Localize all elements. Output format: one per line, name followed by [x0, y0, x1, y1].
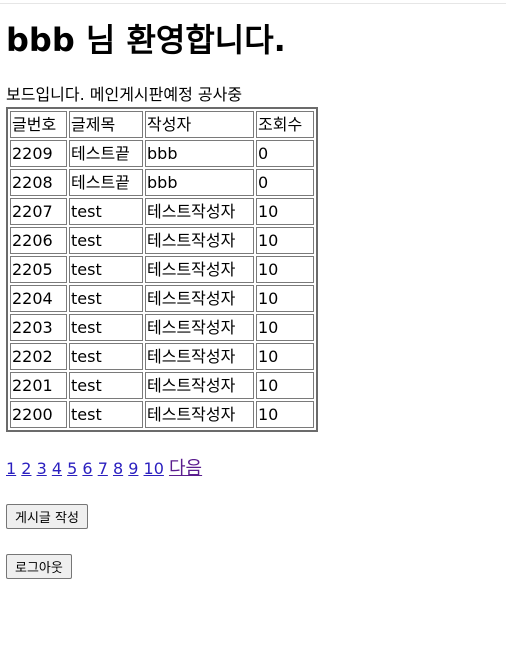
- page-link[interactable]: 10: [143, 459, 164, 478]
- cell-views: 10: [256, 372, 314, 399]
- cell-author: 테스트작성자: [145, 314, 254, 341]
- page-link[interactable]: 3: [36, 459, 47, 478]
- cell-views: 10: [256, 285, 314, 312]
- page-link[interactable]: 1: [6, 459, 17, 478]
- cell-author: 테스트작성자: [145, 256, 254, 283]
- table-row: 2203 test 테스트작성자 10: [10, 314, 314, 341]
- cell-views: 10: [256, 343, 314, 370]
- cell-author: 테스트작성자: [145, 343, 254, 370]
- pagination: 1 2 3 4 5 6 7 8 9 10 다음: [6, 458, 202, 480]
- cell-number: 2200: [10, 401, 67, 428]
- cell-views: 0: [256, 140, 314, 167]
- table-row: 2208 테스트끝 bbb 0: [10, 169, 314, 196]
- cell-author: bbb: [145, 140, 254, 167]
- column-header-number: 글번호: [10, 111, 67, 138]
- cell-title: test: [69, 343, 143, 370]
- logout-button[interactable]: 로그아웃: [6, 554, 72, 579]
- table-row: 2206 test 테스트작성자 10: [10, 227, 314, 254]
- cell-author: 테스트작성자: [145, 372, 254, 399]
- page-link[interactable]: 7: [97, 459, 108, 478]
- cell-views: 10: [256, 256, 314, 283]
- cell-title: test: [69, 256, 143, 283]
- cell-number: 2209: [10, 140, 67, 167]
- cell-author: 테스트작성자: [145, 227, 254, 254]
- table-row: 2201 test 테스트작성자 10: [10, 372, 314, 399]
- table-row: 2209 테스트끝 bbb 0: [10, 140, 314, 167]
- cell-title: test: [69, 314, 143, 341]
- cell-author: 테스트작성자: [145, 401, 254, 428]
- cell-number: 2207: [10, 198, 67, 225]
- cell-title: 테스트끝: [69, 140, 143, 167]
- cell-views: 10: [256, 227, 314, 254]
- top-divider: [0, 3, 506, 4]
- welcome-heading: bbb 님 환영합니다.: [6, 21, 286, 59]
- table-row: 2204 test 테스트작성자 10: [10, 285, 314, 312]
- post-table: 글번호 글제목 작성자 조회수 2209 테스트끝 bbb 0 2208 테스트끝 bbb 0…: [6, 107, 318, 432]
- cell-number: 2201: [10, 372, 67, 399]
- cell-number: 2204: [10, 285, 67, 312]
- next-page-link[interactable]: 다음: [168, 458, 203, 479]
- cell-number: 2203: [10, 314, 67, 341]
- table-row: 2200 test 테스트작성자 10: [10, 401, 314, 428]
- page-link[interactable]: 6: [82, 459, 93, 478]
- table-row: 2207 test 테스트작성자 10: [10, 198, 314, 225]
- cell-title: test: [69, 372, 143, 399]
- page-link[interactable]: 5: [67, 459, 78, 478]
- page-link[interactable]: 4: [51, 459, 63, 478]
- page-link[interactable]: 9: [128, 459, 139, 478]
- cell-number: 2208: [10, 169, 67, 196]
- intro-text: 보드입니다. 메인게시판예정 공사중: [6, 85, 243, 104]
- table-row: 2202 test 테스트작성자 10: [10, 343, 314, 370]
- cell-number: 2205: [10, 256, 67, 283]
- cell-author: 테스트작성자: [145, 285, 254, 312]
- cell-title: 테스트끝: [69, 169, 143, 196]
- cell-views: 10: [256, 401, 314, 428]
- cell-title: test: [69, 198, 143, 225]
- table-row: 2205 test 테스트작성자 10: [10, 256, 314, 283]
- cell-author: 테스트작성자: [145, 198, 254, 225]
- cell-number: 2202: [10, 343, 67, 370]
- column-header-author: 작성자: [145, 111, 254, 138]
- column-header-title: 글제목: [69, 111, 143, 138]
- column-header-views: 조회수: [256, 111, 314, 138]
- cell-title: test: [69, 227, 143, 254]
- cell-views: 10: [256, 198, 314, 225]
- cell-views: 10: [256, 314, 314, 341]
- page-link[interactable]: 2: [21, 459, 32, 478]
- table-header-row: 글번호 글제목 작성자 조회수: [10, 111, 314, 138]
- write-post-button[interactable]: 게시글 작성: [6, 504, 88, 529]
- cell-author: bbb: [145, 169, 254, 196]
- cell-title: test: [69, 285, 143, 312]
- cell-title: test: [69, 401, 143, 428]
- page-link[interactable]: 8: [112, 459, 124, 478]
- cell-views: 0: [256, 169, 314, 196]
- cell-number: 2206: [10, 227, 67, 254]
